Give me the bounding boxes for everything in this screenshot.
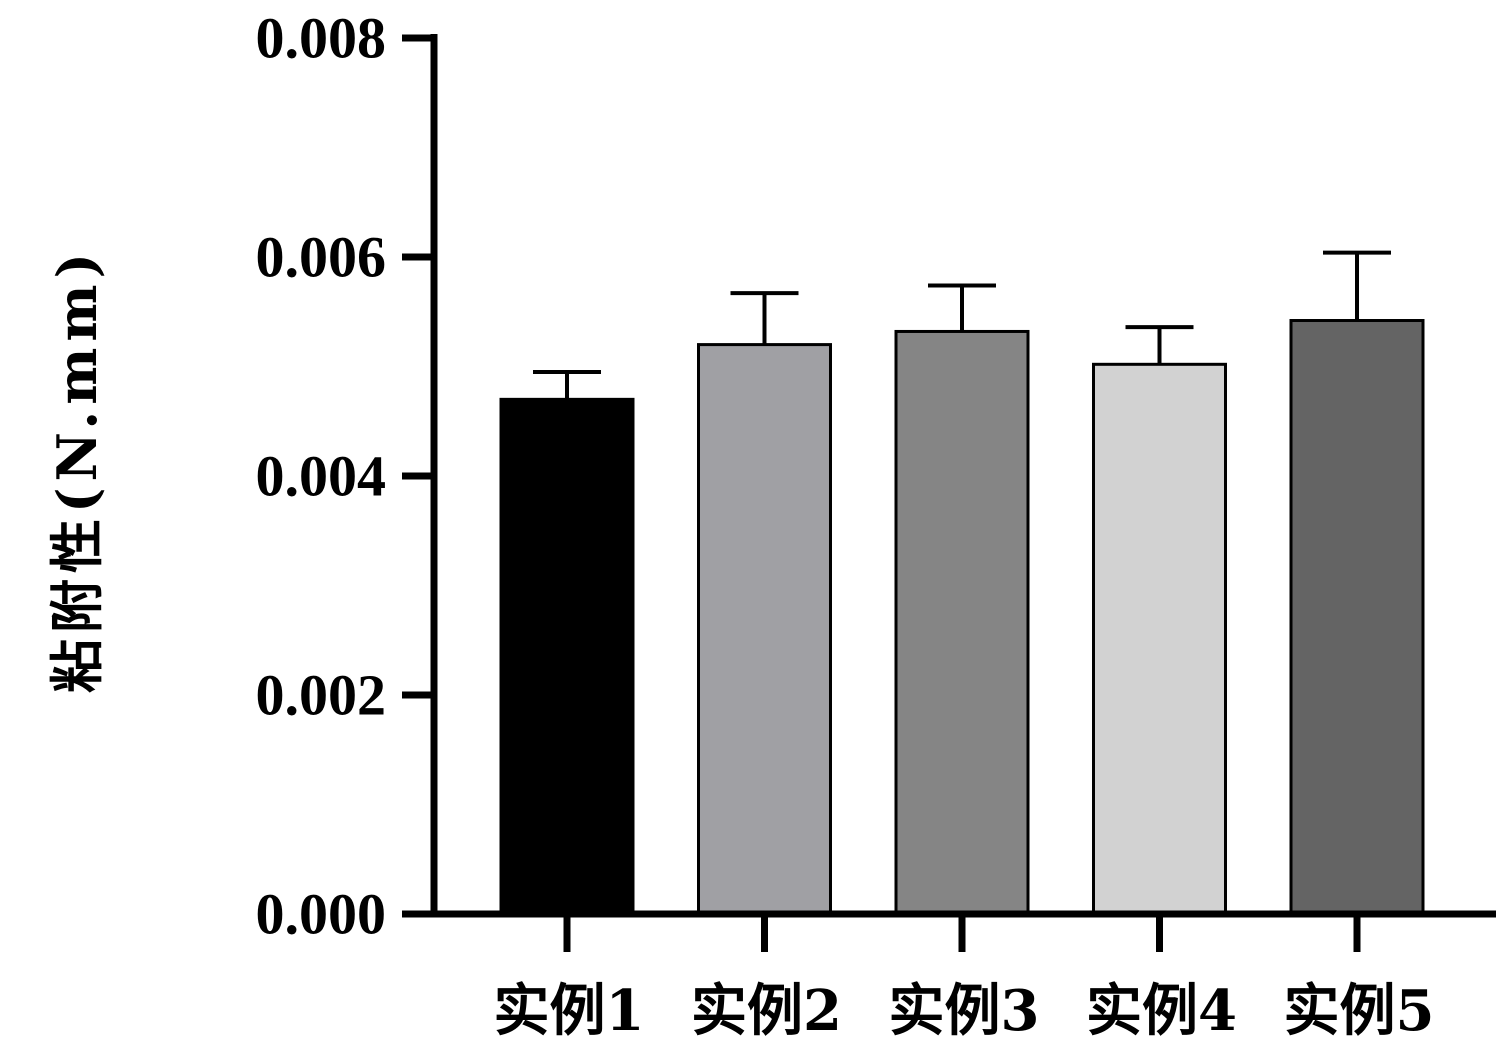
bars-layer	[499, 319, 1425, 916]
error-bars-layer	[533, 250, 1391, 400]
x-tick-label-1: 实例1	[494, 978, 645, 1044]
x-ticks-layer: 实例1 实例2 实例3 实例4 实例5	[494, 914, 1435, 1044]
x-tick-label-5: 实例5	[1284, 978, 1435, 1044]
x-tick-label-4: 实例4	[1086, 978, 1237, 1044]
y-tick-label-1: 0.002	[256, 663, 387, 728]
y-tick-label-2: 0.004	[256, 444, 387, 509]
y-ticks-layer: 0.000 0.002 0.004 0.006 0.008	[256, 6, 434, 947]
bar-1	[499, 397, 635, 916]
bar-5	[1289, 319, 1425, 916]
y-tick-label-0: 0.000	[256, 882, 387, 947]
y-axis-title: 粘附性(N.mm)	[45, 247, 109, 693]
bar-3	[894, 329, 1030, 916]
y-tick-label-3: 0.006	[256, 225, 387, 290]
bar-2	[697, 343, 832, 916]
x-tick-label-2: 实例2	[691, 978, 842, 1044]
x-tick-label-3: 实例3	[889, 978, 1040, 1044]
y-tick-label-4: 0.008	[256, 6, 387, 71]
bar-4	[1092, 362, 1227, 916]
